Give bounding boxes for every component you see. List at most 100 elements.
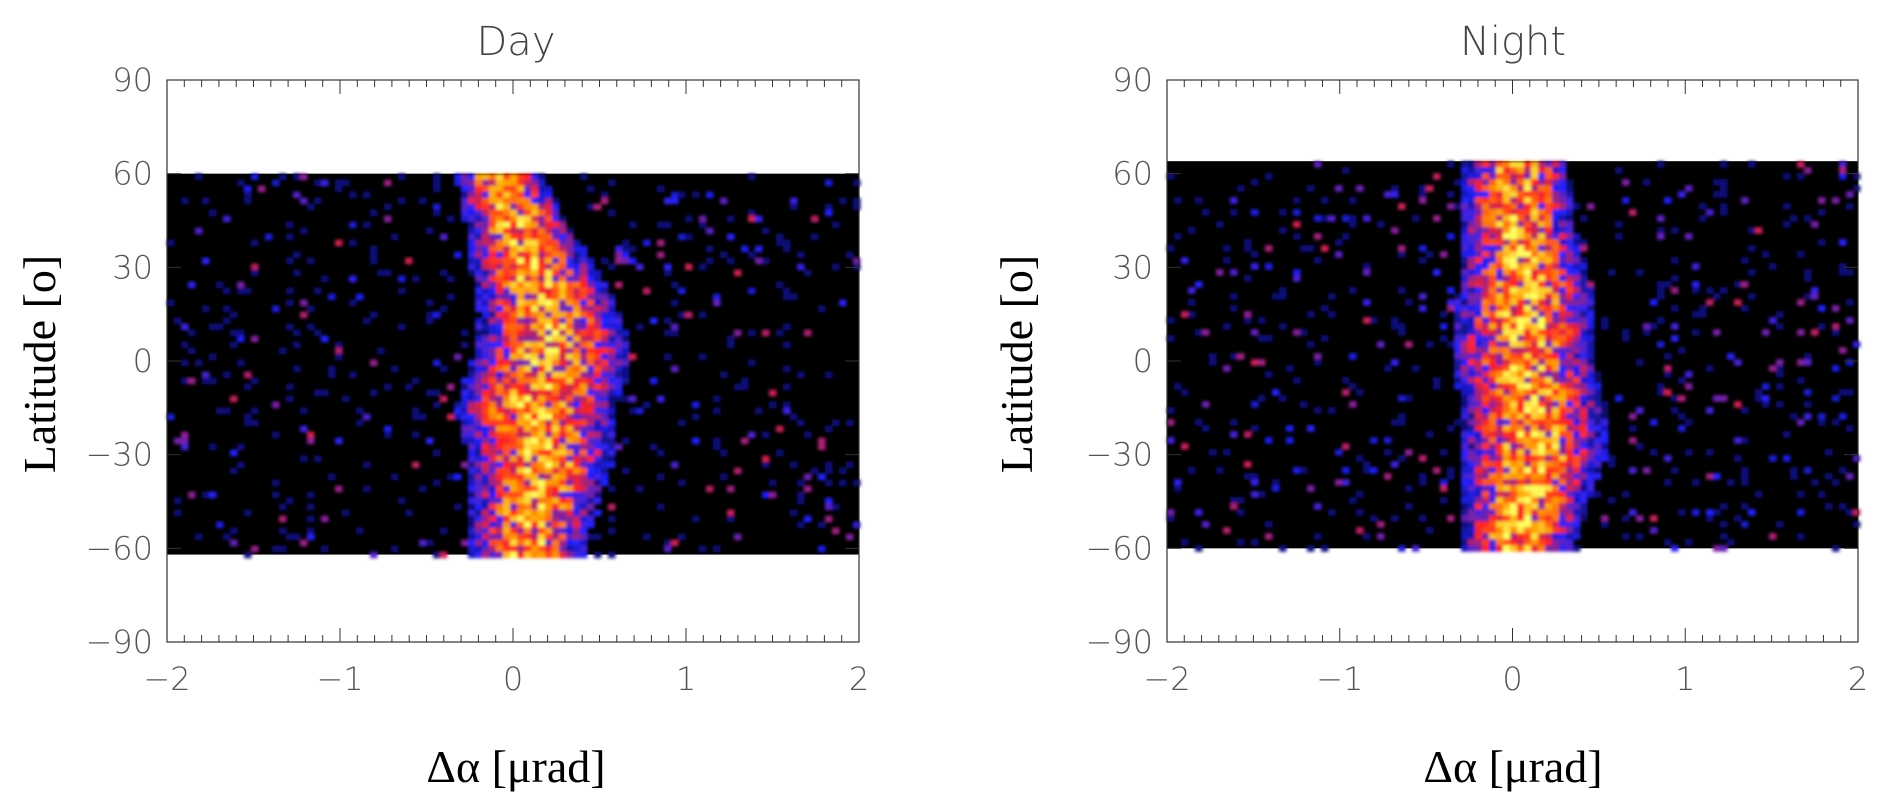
panel-night-heat-cell [1685, 449, 1693, 456]
panel-night-heat-cell [1489, 317, 1497, 324]
panel-day-heat-cell [482, 269, 490, 277]
panel-night-heat-cell [1545, 221, 1553, 228]
panel-day-heat-cell [594, 407, 602, 415]
panel-night-heat-cell [1454, 299, 1462, 306]
panel-night-heat-cell [1468, 173, 1476, 180]
panel-day-heat-cell [559, 467, 567, 475]
panel-night-heat-cell [1573, 287, 1581, 294]
panel-night-heat-cell [1447, 515, 1455, 522]
panel-night-heat-cell [1657, 383, 1665, 390]
panel-day-heat-cell [384, 431, 392, 439]
panel-night-heat-cell [1489, 521, 1497, 528]
panel-night-heat-cell [1524, 287, 1532, 294]
panel-day-heat-cell [580, 497, 588, 505]
panel-day-heat-cell [468, 407, 476, 415]
panel-day-heat-cell [356, 527, 364, 535]
panel-day-heat-cell [587, 443, 595, 451]
panel-night-heat-cell [1503, 401, 1511, 408]
panel-night-heat-cell [1496, 383, 1504, 390]
panel-day-heat-cell [272, 545, 280, 553]
panel-day-heat-cell [496, 419, 504, 427]
panel-night-heat-cell [1566, 419, 1574, 426]
panel-night-heat-cell [1580, 377, 1588, 384]
panel-night-heat-cell [1496, 203, 1504, 210]
panel-day-heat-cell [657, 395, 665, 403]
panel-day-heat-cell [524, 335, 532, 343]
panel-day-heat-cell [489, 425, 497, 433]
panel-day-heat-cell [174, 497, 182, 505]
panel-night-heat-cell [1524, 467, 1532, 474]
panel-day-heat-cell [503, 329, 511, 337]
panel-day-heat-cell [482, 341, 490, 349]
panel-night-heat-cell [1433, 383, 1441, 390]
panel-day-heat-cell [489, 209, 497, 217]
panel-night-heat-cell [1538, 485, 1546, 492]
panel-day-heat-cell [531, 257, 539, 265]
panel-day-heat-cell [510, 491, 518, 499]
panel-night-heat-cell [1538, 239, 1546, 246]
panel-night-heat-cell [1489, 473, 1497, 480]
panel-night-heat-cell [1573, 395, 1581, 402]
panel-night-heat-cell [1545, 173, 1553, 180]
panel-night-heat-cell [1482, 317, 1490, 324]
panel-night-heat-cell [1496, 527, 1504, 534]
panel-night-heat-cell [1650, 299, 1658, 306]
panel-night-heat-cell [1489, 485, 1497, 492]
panel-night-heat-cell [1832, 329, 1840, 336]
panel-night-heat-cell [1489, 287, 1497, 294]
panel-night-heat-cell [1454, 371, 1462, 378]
panel-night-heat-cell [1482, 215, 1490, 222]
panel-night-heat-cell [1188, 227, 1196, 234]
panel-night-heat-cell [1832, 197, 1840, 204]
panel-night-heat-cell [1503, 359, 1511, 366]
panel-day-heat-cell [573, 449, 581, 457]
panel-night-heat-cell [1552, 257, 1560, 264]
panel-day-heat-cell [272, 491, 280, 499]
panel-night-heat-cell [1461, 245, 1469, 252]
panel-day-heat-cell [391, 365, 399, 373]
panel-day-heat-cell [510, 383, 518, 391]
panel-night-heat-cell [1636, 407, 1644, 414]
panel-night-heat-cell [1594, 431, 1602, 438]
panel-night-heat-cell [1517, 467, 1525, 474]
panel-day-heat-cell [594, 389, 602, 397]
panel-day-heat-cell [580, 455, 588, 463]
panel-day-heat-cell [503, 449, 511, 457]
panel-night-heat-cell [1524, 365, 1532, 372]
panel-day-heat-cell [489, 245, 497, 253]
panel-night-heat-cell [1510, 269, 1518, 276]
panel-day-heat-cell [482, 461, 490, 469]
panel-day-heat-cell [573, 353, 581, 361]
panel-night-heat-cell [1503, 539, 1511, 546]
panel-day-heat-cell [601, 479, 609, 487]
panel-day-heat-cell [503, 209, 511, 217]
panel-night-heat-cell [1538, 401, 1546, 408]
panel-day-heat-cell [510, 239, 518, 247]
panel-day-heat-cell [503, 425, 511, 433]
panel-night-heat-cell [1573, 311, 1581, 318]
panel-day-heat-cell [503, 317, 511, 325]
panel-night-heat-cell [1552, 185, 1560, 192]
panel-night-heat-cell [1559, 503, 1567, 510]
panel-day-heat-cell [496, 215, 504, 223]
panel-night-heat-cell [1468, 419, 1476, 426]
panel-night-heat-cell [1629, 209, 1637, 216]
panel-night-heat-cell [1503, 389, 1511, 396]
panel-night-heat-cell [1475, 473, 1483, 480]
panel-night-heat-cell [1846, 509, 1854, 516]
panel-day-heat-cell [741, 377, 749, 385]
panel-night-heat-cell [1552, 497, 1560, 504]
panel-day-heat-cell [538, 407, 546, 415]
panel-day-heat-cell [580, 395, 588, 403]
panel-day-x-tick-label: 2 [849, 660, 869, 698]
panel-night-heat-cell [1307, 311, 1315, 318]
panel-day-heat-cell [489, 191, 497, 199]
panel-day-heat-cell [531, 287, 539, 295]
panel-day-heat-cell [524, 281, 532, 289]
panel-night-heat-cell [1377, 341, 1385, 348]
panel-night-heat-cell [1531, 173, 1539, 180]
panel-night-heat-cell [1552, 281, 1560, 288]
panel-night-heat-cell [1748, 161, 1756, 168]
panel-day-y-tick-label: 90 [112, 61, 153, 99]
panel-day-heat-cell [230, 527, 238, 535]
